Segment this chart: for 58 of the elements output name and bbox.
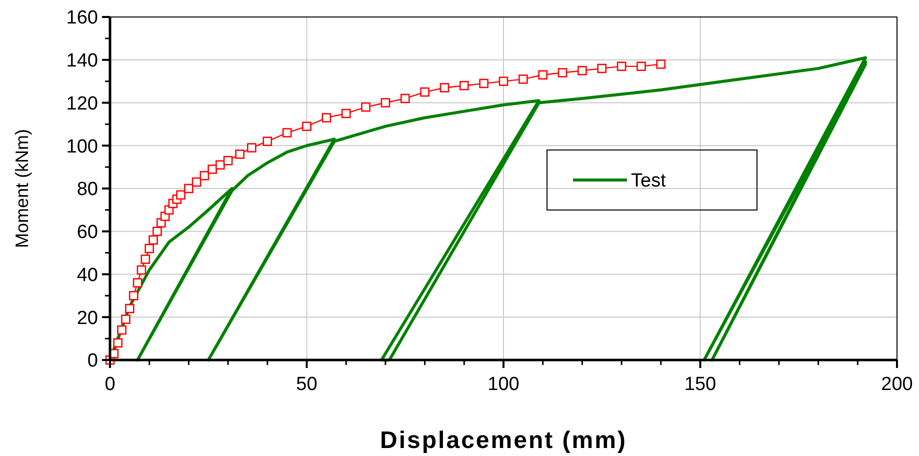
point	[479, 78, 488, 88]
point	[578, 66, 587, 76]
point	[125, 304, 134, 314]
point	[223, 156, 233, 166]
point	[192, 177, 202, 187]
point	[113, 338, 123, 348]
point	[460, 80, 469, 90]
y-tick-label: 80	[76, 179, 98, 200]
point	[322, 113, 332, 122]
point	[235, 150, 245, 159]
point	[400, 94, 410, 104]
point	[616, 62, 626, 71]
point	[152, 226, 162, 236]
point	[498, 76, 508, 86]
x-tick-label: 0	[104, 374, 116, 395]
point	[216, 160, 225, 170]
point	[136, 265, 146, 275]
point	[380, 98, 390, 108]
point	[184, 184, 194, 194]
point	[128, 291, 138, 300]
x-tick-label: 100	[488, 374, 520, 395]
point	[144, 244, 154, 254]
point	[302, 122, 312, 131]
y-tick-label: 40	[76, 264, 98, 286]
point	[132, 278, 142, 288]
x-tick-label: 200	[881, 374, 913, 395]
point	[440, 83, 450, 92]
point	[558, 68, 568, 78]
point	[121, 314, 130, 324]
y-tick-label: 120	[66, 93, 98, 114]
point	[148, 235, 158, 245]
point	[176, 190, 186, 200]
y-tick-label: 160	[66, 8, 98, 29]
legend-label: Test	[631, 170, 667, 192]
y-tick-label: 20	[76, 308, 98, 329]
point	[636, 62, 646, 71]
point	[538, 70, 548, 80]
y-tick-label: 100	[66, 136, 98, 158]
point	[208, 164, 217, 174]
point	[420, 87, 430, 97]
point	[262, 136, 272, 146]
x-axis-title: Displacement (mm)	[380, 427, 627, 454]
point	[140, 254, 150, 264]
y-tick-label: 140	[66, 50, 98, 72]
point	[656, 60, 666, 69]
point	[597, 64, 607, 74]
point	[247, 143, 256, 152]
y-tick-label: 60	[76, 222, 98, 244]
y-axis-title: Moment (kNm)	[12, 128, 32, 248]
point	[361, 102, 370, 112]
point	[518, 74, 528, 84]
point	[282, 128, 292, 138]
point	[341, 108, 351, 118]
x-tick-label: 50	[296, 374, 318, 395]
x-tick-label: 150	[684, 374, 716, 395]
point	[200, 170, 210, 180]
point	[117, 325, 126, 335]
y-tick-label: 0	[87, 350, 98, 372]
